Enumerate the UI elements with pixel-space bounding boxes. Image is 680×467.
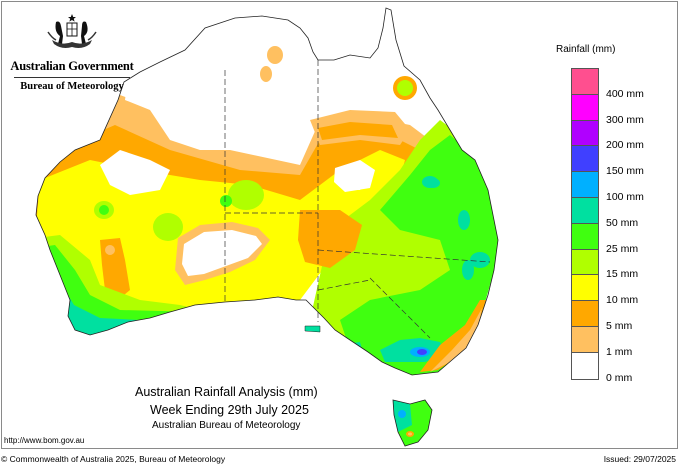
legend-swatch	[572, 94, 598, 121]
map-subtitle: Week Ending 29th July 2025	[150, 403, 309, 417]
issued-date: Issued: 29/07/2025	[603, 454, 676, 464]
legend-swatch	[572, 172, 598, 198]
legend-label: 10 mm	[606, 294, 639, 307]
legend-label: 300 mm	[606, 113, 644, 126]
mainland-coastline	[35, 7, 499, 376]
legend-label: 0 mm	[606, 371, 633, 384]
legend-label: 150 mm	[606, 165, 644, 178]
legend-color-bar	[571, 68, 599, 380]
legend-label: 1 mm	[606, 345, 633, 358]
legend-swatch	[572, 275, 598, 302]
legend-label: 400 mm	[606, 87, 644, 100]
legend-swatch	[572, 146, 598, 173]
legend-label: 25 mm	[606, 242, 639, 255]
logo-divider	[14, 77, 130, 78]
legend-label: 5 mm	[606, 320, 633, 332]
legend-label: 50 mm	[606, 216, 639, 229]
copyright-notice: © Commonwealth of Australia 2025, Bureau…	[1, 454, 226, 464]
bom-website-link[interactable]: http://www.bom.gov.au	[4, 436, 85, 445]
legend-label: 100 mm	[606, 191, 644, 203]
bureau-name: Bureau of Meteorology	[20, 81, 124, 92]
legend-swatch	[572, 223, 598, 250]
legend-swatch	[572, 301, 598, 327]
legend-swatch	[572, 69, 598, 95]
coat-of-arms-icon	[47, 14, 97, 48]
legend-title: Rainfall (mm)	[556, 44, 616, 55]
map-source: Australian Bureau of Meteorology	[152, 420, 301, 431]
legend-swatch	[572, 120, 598, 147]
state-borders	[224, 60, 491, 339]
legend-label: 15 mm	[606, 268, 639, 281]
rainfall-map	[35, 7, 499, 447]
government-logo: Australian Government Bureau of Meteorol…	[8, 12, 136, 94]
legend-swatch	[572, 197, 598, 224]
government-name: Australian Government	[10, 59, 134, 73]
legend-swatch	[572, 352, 598, 379]
map-title: Australian Rainfall Analysis (mm)	[135, 385, 318, 399]
legend-swatch	[572, 249, 598, 276]
legend-swatch	[572, 326, 598, 353]
legend-label: 200 mm	[606, 139, 644, 152]
